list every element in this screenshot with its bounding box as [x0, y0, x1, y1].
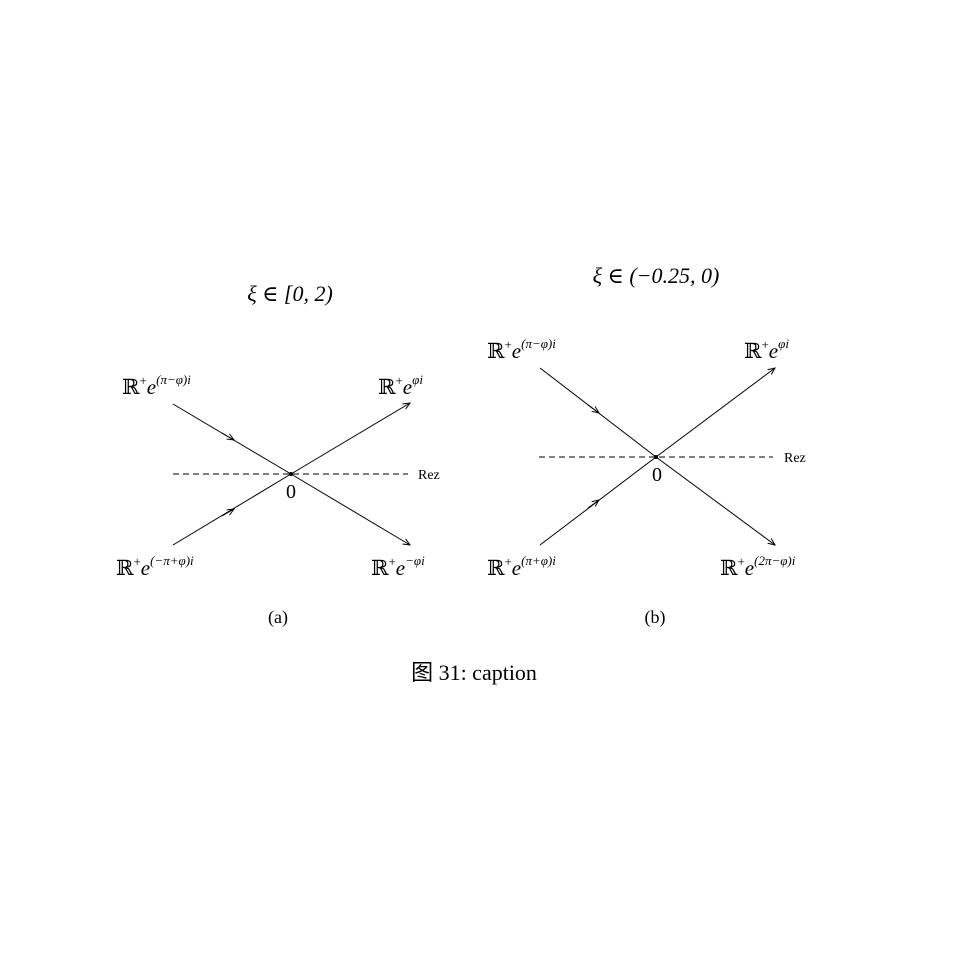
panel-b-arrow-upper-left	[587, 404, 599, 413]
panel-a-origin-label: 0	[286, 481, 296, 503]
panel-b-label-lower-right: ℝ+e(2π−φ)i	[720, 553, 796, 580]
panel-b-origin-dot	[654, 455, 658, 459]
panel-a: ξ ∈ [0, 2) Rez 0 ℝ+e(π−φ)i ℝ+eφi ℝ+e(−π+…	[116, 281, 440, 628]
panel-a-label-upper-left: ℝ+e(π−φ)i	[122, 372, 191, 399]
panel-b-title: ξ ∈ (−0.25, 0)	[593, 263, 720, 288]
panel-a-ray-lower-left	[172, 473, 292, 546]
panel-a-origin-dot	[289, 472, 293, 476]
figure-caption: 图 31: caption	[411, 660, 537, 685]
panel-b-arrow-lower-left	[587, 500, 599, 509]
panel-b-label-upper-right: ℝ+eφi	[744, 336, 789, 363]
panel-b-label-lower-left: ℝ+e(π+φ)i	[487, 553, 556, 580]
panel-a-label-lower-right: ℝ+e−φi	[371, 553, 425, 580]
panel-a-ray-lower-right	[290, 473, 410, 545]
panel-a-title: ξ ∈ [0, 2)	[247, 281, 333, 306]
panel-b-label-upper-left: ℝ+e(π−φ)i	[487, 336, 556, 363]
panel-a-label-upper-right: ℝ+eφi	[378, 372, 423, 399]
panel-a-arrow-lower-left	[221, 509, 234, 517]
panel-b-ray-lower-right	[655, 456, 775, 545]
panel-a-subfig-label: (a)	[268, 607, 288, 628]
panel-a-axis-label: Rez	[418, 468, 440, 483]
panel-b: ξ ∈ (−0.25, 0) Rez 0 ℝ+e(π−φ)i ℝ+eφi ℝ+e…	[487, 263, 806, 628]
panel-b-axis-label: Rez	[784, 451, 806, 466]
panel-a-arrow-upper-left	[221, 432, 234, 440]
panel-a-ray-upper-right	[290, 403, 410, 475]
panel-b-subfig-label: (b)	[645, 607, 666, 628]
panel-a-label-lower-left: ℝ+e(−π+φ)i	[116, 553, 194, 580]
panel-b-ray-upper-right	[655, 368, 775, 458]
panel-b-origin-label: 0	[652, 464, 662, 486]
